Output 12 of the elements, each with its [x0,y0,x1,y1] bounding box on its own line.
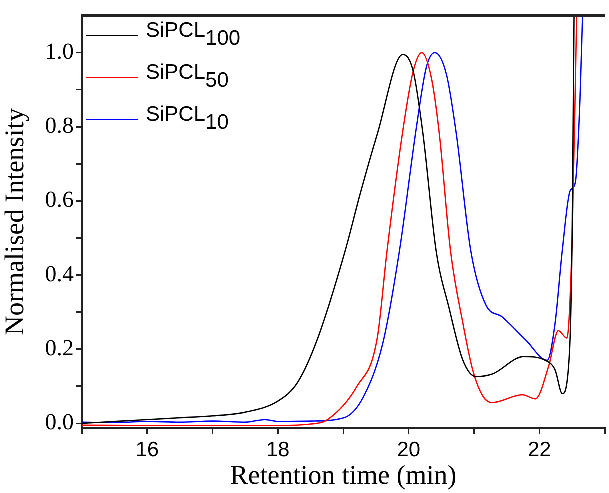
x-axis-title: Retention time (min) [230,460,457,490]
x-tick-label: 22 [528,438,552,462]
x-tick-label: 16 [136,438,160,462]
y-tick-label: 0.8 [45,113,74,138]
x-tick-label: 18 [266,438,290,462]
y-tick-label: 0.4 [45,261,74,286]
y-tick-label: 0.6 [45,187,74,212]
y-tick-label: 0.2 [45,335,74,360]
y-tick-label: 0.0 [45,410,74,435]
y-tick-label: 1.0 [45,38,74,64]
x-tick-label: 20 [397,438,421,462]
y-axis-title: Normalised Intensity [0,108,30,336]
